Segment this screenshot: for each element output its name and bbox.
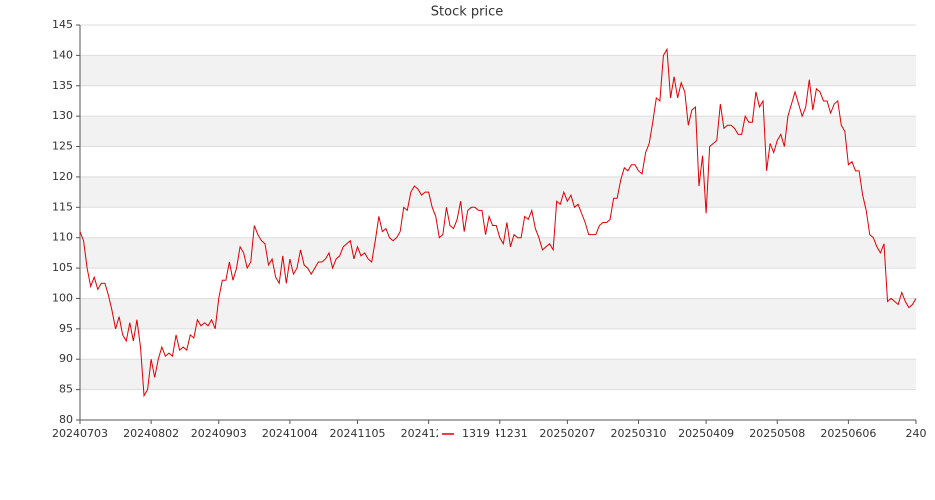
y-tick-label: 125 bbox=[52, 140, 73, 153]
x-tick-label: 20250508 bbox=[749, 427, 805, 440]
y-tick-label: 145 bbox=[52, 18, 73, 31]
legend-box bbox=[438, 426, 496, 442]
y-tick-label: 110 bbox=[52, 231, 73, 244]
y-tick-label: 130 bbox=[52, 109, 73, 122]
y-tick-label: 80 bbox=[59, 413, 73, 426]
legend-label: 1319 bbox=[462, 427, 490, 440]
x-tick-label: 20250310 bbox=[611, 427, 667, 440]
x-tick-label: 20250606 bbox=[820, 427, 876, 440]
y-tick-label: 90 bbox=[59, 352, 73, 365]
grid-band bbox=[80, 237, 916, 269]
chart-title: Stock price bbox=[431, 5, 503, 20]
grid-band bbox=[80, 359, 916, 390]
y-tick-label: 85 bbox=[59, 383, 73, 396]
x-tick-label: 20240703 bbox=[52, 427, 108, 440]
x-tick-label: 20240802 bbox=[123, 427, 179, 440]
x-tick-label: 20250207 bbox=[539, 427, 595, 440]
y-tick-label: 120 bbox=[52, 170, 73, 183]
grid-band bbox=[80, 116, 916, 147]
y-tick-label: 135 bbox=[52, 79, 73, 92]
x-tick-label: 20241105 bbox=[329, 427, 385, 440]
grid-band bbox=[80, 176, 916, 208]
x-tick-label: 20250409 bbox=[678, 427, 734, 440]
x-tick-label: 20240903 bbox=[191, 427, 247, 440]
data-line bbox=[79, 47, 917, 398]
x-tick-label: 240 bbox=[906, 427, 927, 440]
y-tick-label: 105 bbox=[52, 261, 73, 274]
grid-band bbox=[80, 298, 916, 329]
y-tick-label: 115 bbox=[52, 200, 73, 213]
y-tick-label: 100 bbox=[52, 291, 73, 304]
y-tick-label: 140 bbox=[52, 48, 73, 61]
y-tick-label: 95 bbox=[59, 322, 73, 335]
x-tick-label: 20241004 bbox=[262, 427, 318, 440]
grid-band bbox=[80, 55, 916, 86]
